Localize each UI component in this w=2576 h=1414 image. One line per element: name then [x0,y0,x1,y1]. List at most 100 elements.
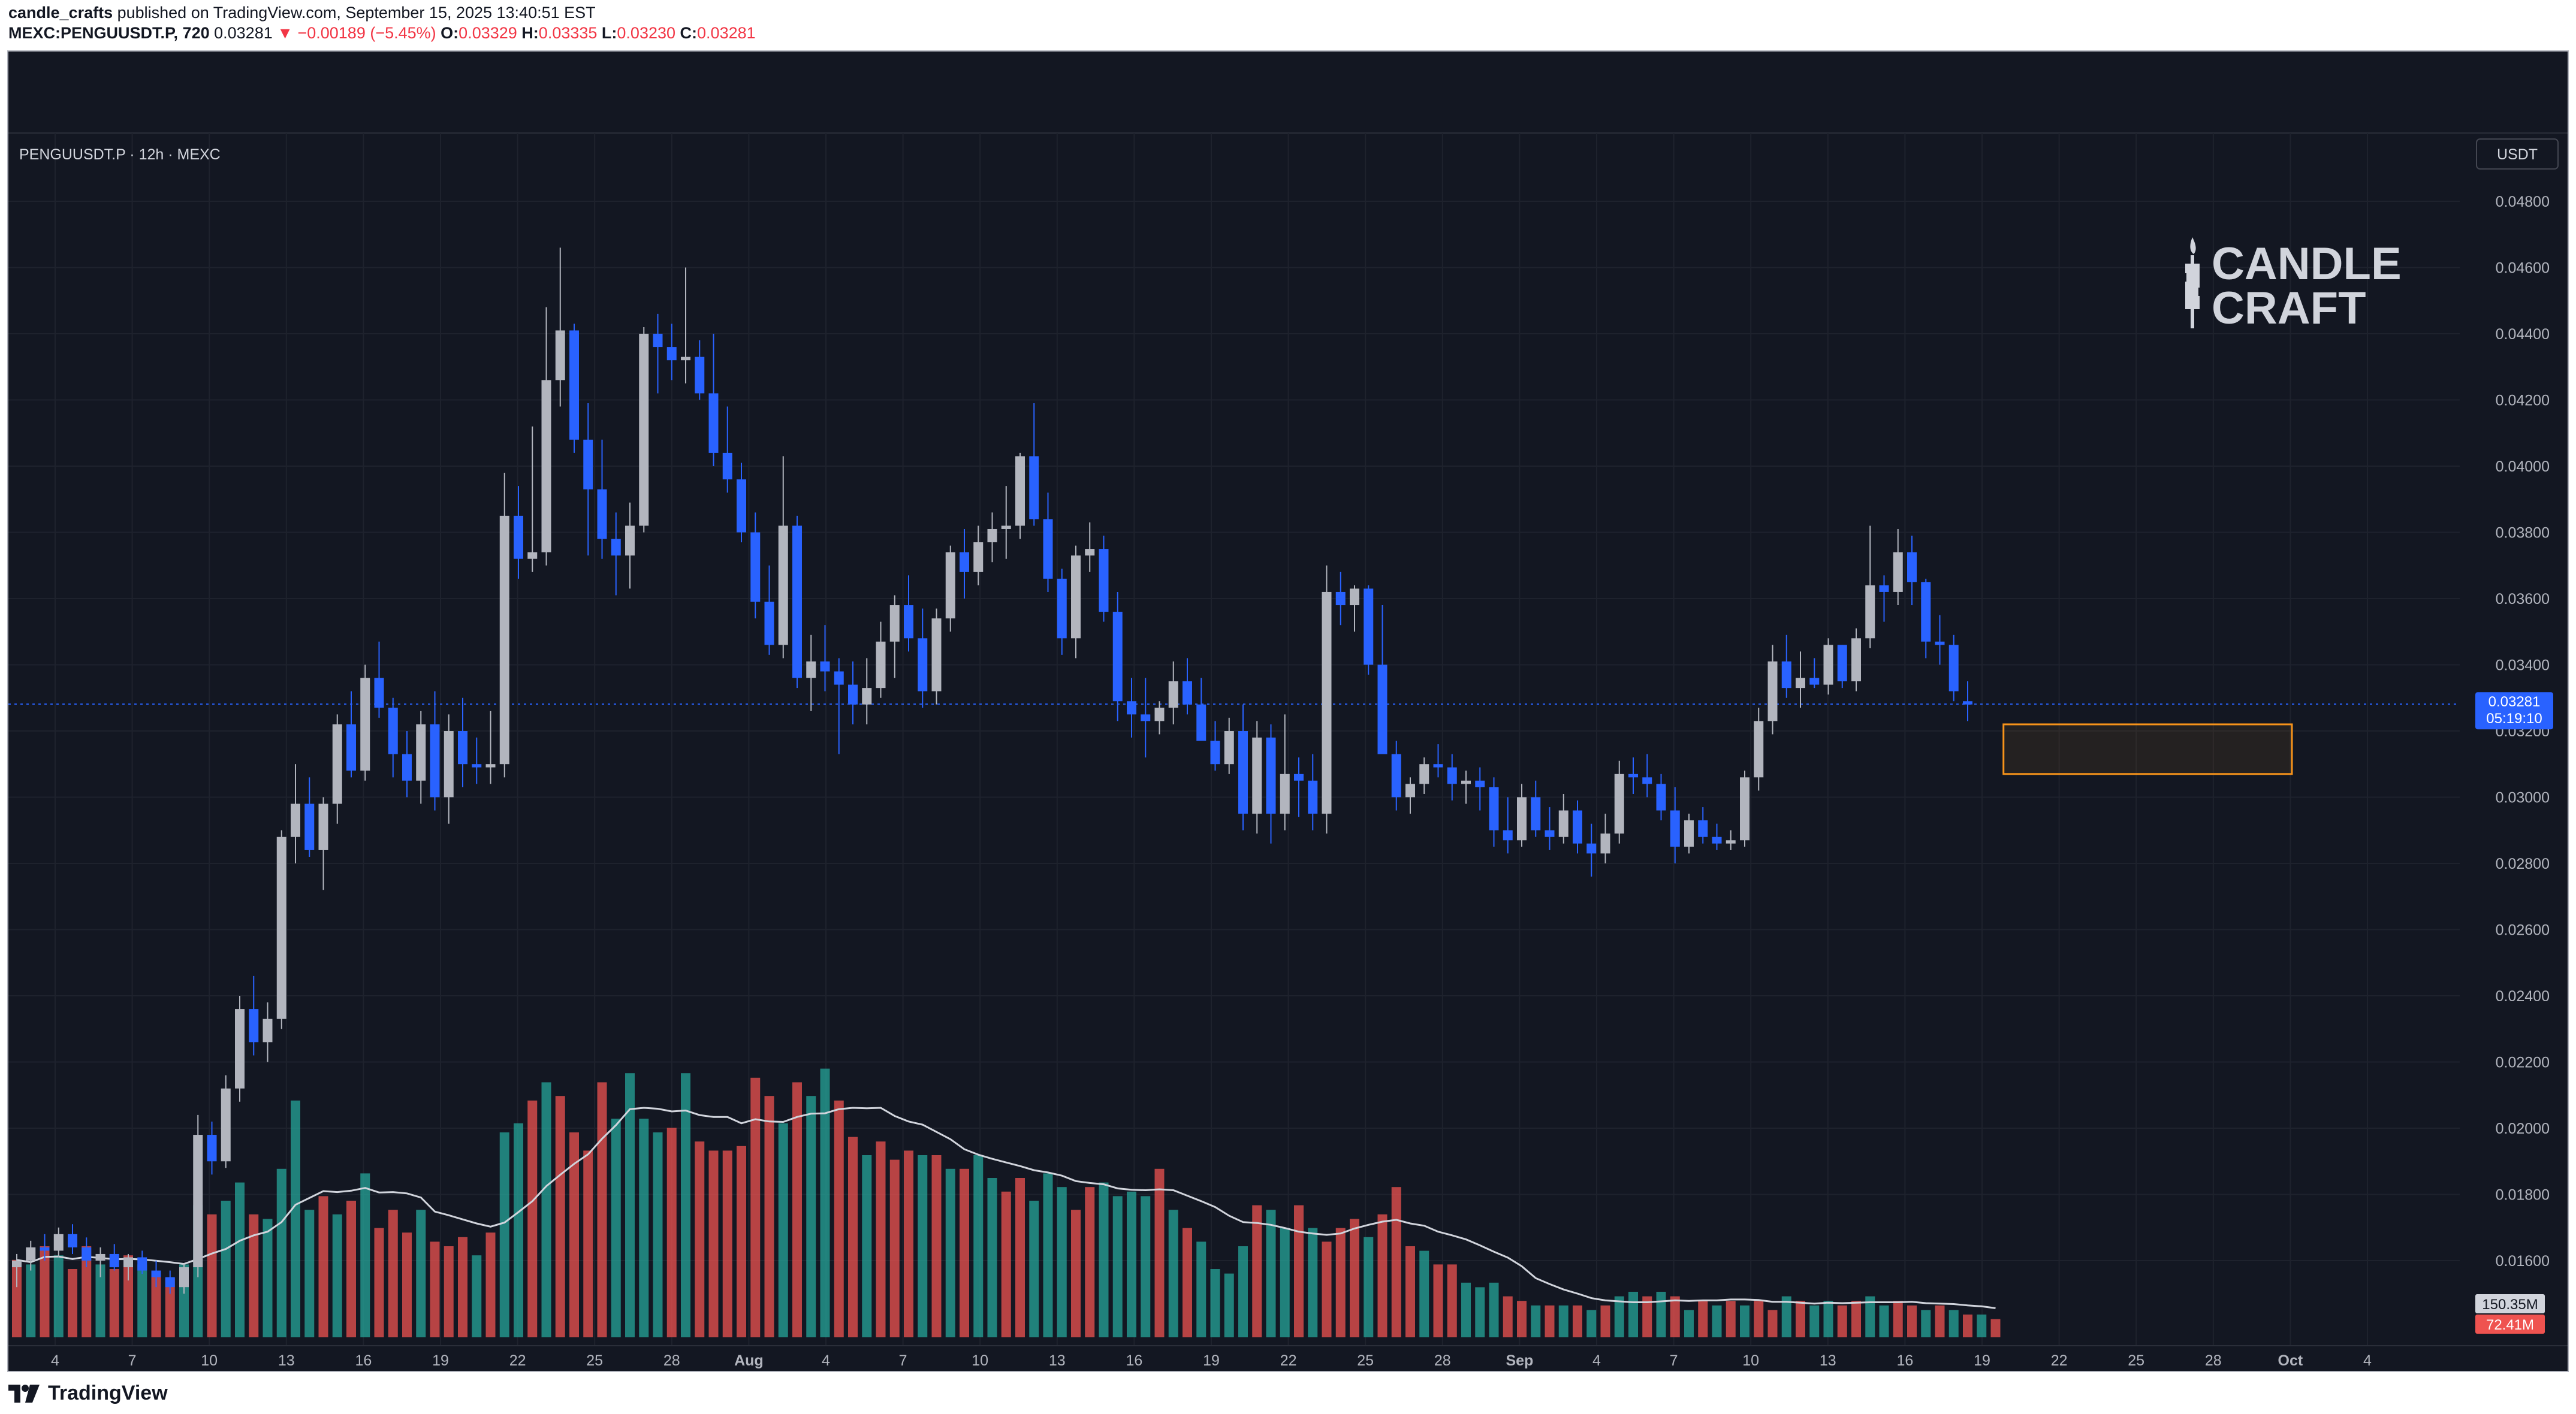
price-axis[interactable]: 0.04800 0.04600 0.04400 0.04200 0.04000 0.038… [2496,194,2550,1270]
candle-body [1085,549,1095,556]
vol-ma-badge-bg [2475,1294,2545,1313]
volume-bar [1475,1287,1485,1337]
volume-bar [346,1201,356,1337]
tradingview-wordmark: TradingView [48,1382,168,1404]
volume-bar [904,1150,913,1337]
candle-body [360,678,370,771]
candle-body [1558,810,1568,837]
volume-bar [1364,1237,1374,1337]
publish-text: published on TradingView.com, September … [117,4,596,22]
volume-bar [987,1178,997,1337]
volume-bar [708,1150,719,1337]
candle-body [123,1257,133,1268]
volume-bar [876,1141,886,1337]
volume-bar [1391,1187,1401,1337]
volume-bar [1057,1187,1067,1337]
volume-bar [918,1155,928,1337]
currency-button[interactable]: USDT [2476,138,2559,170]
symbol-info-bar: MEXC:PENGUUSDT.P, 720 0.03281 ▼ −0.00189… [8,24,756,43]
candle-body [1057,578,1067,639]
volume-bar [514,1123,523,1337]
time-axis[interactable]: 4 7 10 13 16 19 22 25 28 Aug 4 7 10 13 16 19 22 25 28 Sep 4 7… [8,1345,2568,1369]
volume-bar [541,1082,551,1337]
candle-body [12,1261,22,1268]
candle-body [1391,754,1401,797]
volume-bar [1712,1305,1722,1337]
volume-bar [430,1241,440,1337]
volume-bar [1252,1205,1262,1337]
volume-bar [95,1264,105,1337]
candle-body [1684,820,1694,847]
volume-ma-line [16,1107,1996,1309]
low-label: L: [601,24,617,42]
volume-bar [1948,1310,1959,1337]
volume-bar [416,1210,426,1337]
volume-bar [862,1155,872,1337]
volume-bar [1531,1305,1541,1337]
volume-bar [137,1264,147,1337]
volume-bar [1781,1296,1791,1337]
candle-body [1642,777,1652,784]
time-tick-label: 13 [1820,1352,1836,1369]
candle-body [193,1135,203,1268]
candle-body [416,724,426,781]
time-tick-label: 28 [1434,1352,1451,1369]
candle-body [1921,582,1931,642]
candle-body [249,1009,259,1043]
candle-body [987,528,997,543]
candle-body [235,1009,245,1089]
price-chart[interactable]: PENGUUSDT.P · 12h · MEXC CANDLE CRAFT 0.… [8,52,2568,1371]
candle-body [514,515,523,559]
price-change: ▼ −0.00189 (−5.45%) [277,24,436,42]
candle-body [82,1247,92,1261]
volume-bar [1573,1305,1582,1337]
author-name[interactable]: candle_crafts [8,4,113,22]
demand-zone-box[interactable] [2002,723,2293,775]
time-tick-label: 28 [2205,1352,2222,1369]
chart-panel[interactable]: PENGUUSDT.P · 12h · MEXC CANDLE CRAFT 0.… [7,50,2569,1372]
candle-body [1948,645,1959,691]
volume-bar [848,1137,858,1337]
candle-body [53,1234,64,1251]
volume-bar [1350,1219,1359,1337]
volume-bar [1545,1305,1555,1337]
volume-bar [1907,1305,1917,1337]
price-tick-label: 0.03600 [2496,591,2550,608]
time-tick-label: Oct [2278,1352,2303,1369]
candle-body [1461,780,1471,784]
time-tick-label: 16 [1126,1352,1142,1369]
volume-bar [1154,1168,1165,1337]
candle-body [820,661,830,672]
volume-bar [1837,1305,1847,1337]
time-tick-label: 25 [1357,1352,1374,1369]
volume-bar [1503,1296,1513,1337]
time-tick-label: 28 [663,1352,680,1369]
time-tick-label: 13 [1049,1352,1066,1369]
volume-bar [1754,1301,1764,1337]
time-tick-label: 19 [432,1352,449,1369]
candle-body [639,334,649,526]
volume-bar [249,1214,259,1337]
candle-body [1531,797,1541,830]
candle-body [611,539,621,556]
candle-body [973,542,984,572]
volume-bar [737,1146,746,1337]
volume-bar [1684,1310,1694,1337]
time-tick-label: 16 [1896,1352,1913,1369]
volume-bar [12,1259,22,1337]
candle-body [1183,681,1192,705]
candle-body [1224,731,1234,765]
currency-button-label: USDT [2497,146,2538,163]
price-tick-label: 0.04200 [2496,392,2550,409]
volume-bar [1127,1191,1136,1337]
volume-bar [1823,1301,1833,1337]
symbol-name: MEXC:PENGUUSDT.P, 720 [8,24,210,42]
candle-body [1767,661,1778,721]
close-value: 0.03281 [697,24,756,42]
time-tick-label: 10 [972,1352,988,1369]
volume-bar [820,1068,830,1337]
candle-body [1586,843,1597,854]
volume-bar [1809,1305,1820,1337]
tradingview-brand[interactable]: TradingView [8,1382,168,1405]
volume-bar [569,1132,579,1337]
